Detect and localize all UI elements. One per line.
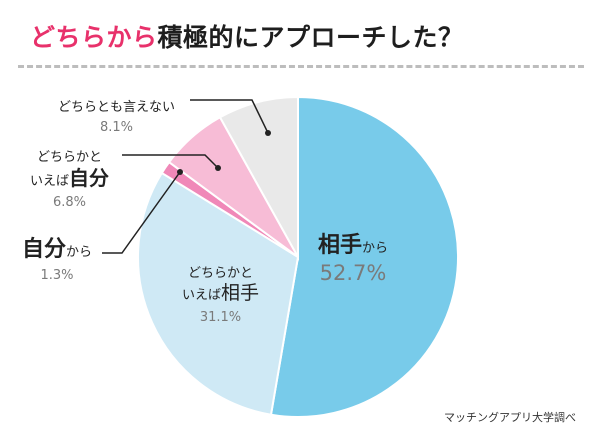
leader-dot-somewhat-self bbox=[215, 165, 221, 171]
slice-label-somewhat-partner-line2: いえば bbox=[182, 288, 222, 304]
slice-label-self: 自分から 1.3% bbox=[22, 236, 92, 284]
slice-value-somewhat-self: 6.8% bbox=[52, 195, 87, 211]
slice-label-partner-suffix: から bbox=[362, 241, 389, 256]
slice-label-neither-text: どちらとも言えない bbox=[58, 100, 176, 115]
slice-label-partner: 相手から 52.7% bbox=[318, 232, 388, 286]
slice-label-somewhat-self-main: 自分 bbox=[69, 166, 110, 191]
slice-label-somewhat-self: どちらかと いえば自分 6.8% bbox=[30, 146, 109, 212]
leader-dot-neither bbox=[265, 130, 271, 136]
pie-slice-neither bbox=[218, 95, 299, 261]
slice-value-partner: 52.7% bbox=[319, 260, 387, 285]
slice-value-self: 1.3% bbox=[40, 267, 74, 283]
slice-label-somewhat-self-line2: いえば bbox=[30, 174, 70, 190]
leader-line-somewhat-self bbox=[122, 154, 219, 169]
leader-line-self bbox=[102, 171, 181, 254]
slice-value-somewhat-partner: 31.1% bbox=[199, 310, 242, 325]
slice-label-somewhat-self-line1: どちらかと bbox=[37, 150, 103, 165]
chart-title: どちらから積極的にアプローチした？ bbox=[30, 18, 464, 54]
slice-value-neither: 8.1% bbox=[99, 120, 134, 136]
slice-label-self-suffix: から bbox=[66, 245, 93, 260]
leader-line-neither bbox=[190, 99, 269, 134]
title-divider bbox=[18, 65, 584, 68]
slice-label-somewhat-partner: どちらかと いえば相手 31.1% bbox=[182, 262, 259, 326]
slice-label-somewhat-partner-main: 相手 bbox=[221, 282, 260, 305]
pie-slice-partner bbox=[269, 95, 460, 418]
slice-label-neither: どちらとも言えない 8.1% bbox=[58, 96, 175, 137]
title-accent: どちらから bbox=[30, 23, 158, 52]
slice-label-somewhat-partner-line1: どちらかと bbox=[188, 266, 254, 281]
leader-dot-self bbox=[177, 169, 183, 175]
source-note: マッチングアプリ大学調べ bbox=[444, 411, 576, 424]
slice-label-self-main: 自分 bbox=[22, 237, 67, 262]
title-rest: 積極的にアプローチした？ bbox=[157, 23, 464, 52]
slice-label-partner-main: 相手 bbox=[318, 233, 363, 258]
